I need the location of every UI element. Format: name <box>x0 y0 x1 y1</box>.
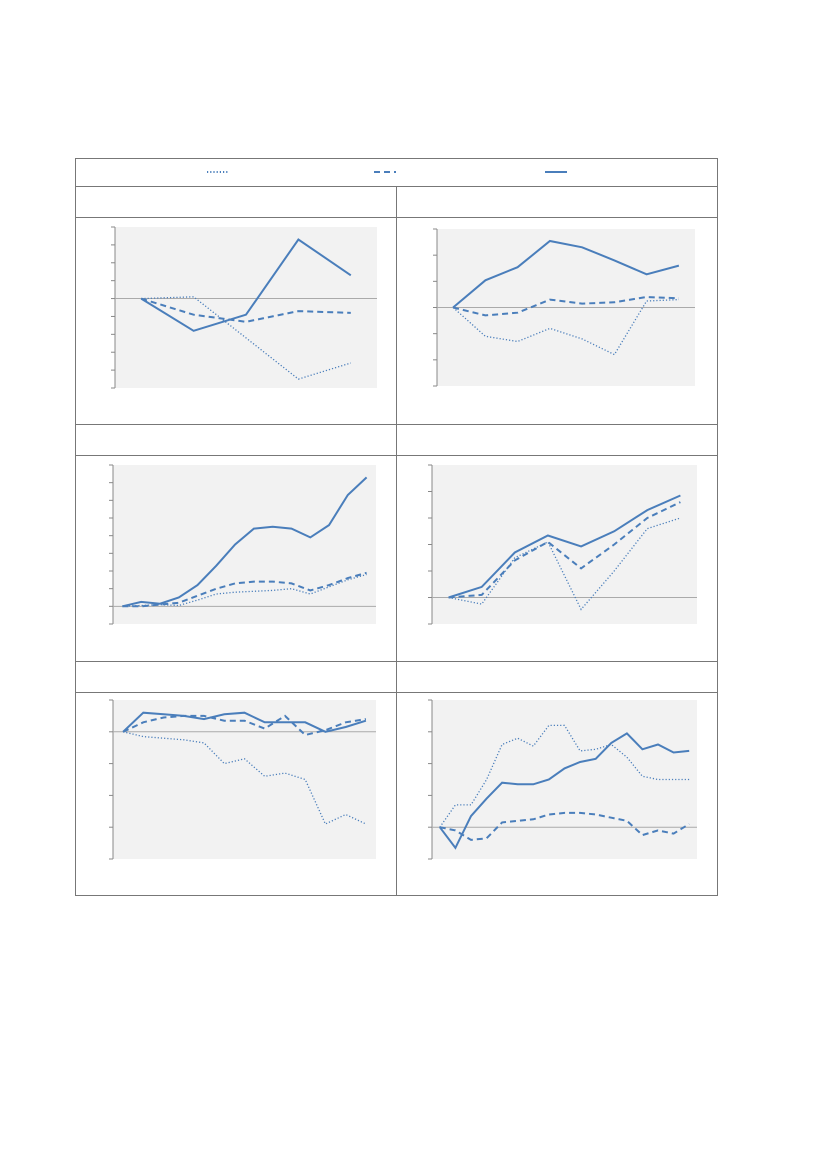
series-line <box>122 714 367 737</box>
series-line <box>448 501 681 599</box>
plot-area <box>432 700 697 859</box>
chart <box>433 228 695 387</box>
series-line <box>448 494 681 599</box>
series-line <box>448 517 681 611</box>
chart <box>428 699 697 860</box>
series-line <box>439 732 690 850</box>
chart <box>109 464 376 625</box>
series-line <box>439 724 690 828</box>
series-line <box>122 711 367 733</box>
plot-area <box>113 700 376 859</box>
series-line <box>452 298 679 356</box>
series-line <box>141 296 351 380</box>
series-line <box>439 811 690 841</box>
series-line <box>122 731 367 825</box>
plot-area <box>115 227 377 388</box>
series-line <box>140 238 352 332</box>
series-line <box>122 571 367 608</box>
series-line <box>452 295 679 317</box>
plot-area <box>113 465 376 624</box>
chart <box>428 464 697 625</box>
series-line <box>452 239 680 309</box>
chart <box>109 699 376 860</box>
plot-area <box>432 465 697 624</box>
table-frame <box>75 158 718 896</box>
series-line <box>122 476 368 608</box>
chart <box>111 226 377 389</box>
